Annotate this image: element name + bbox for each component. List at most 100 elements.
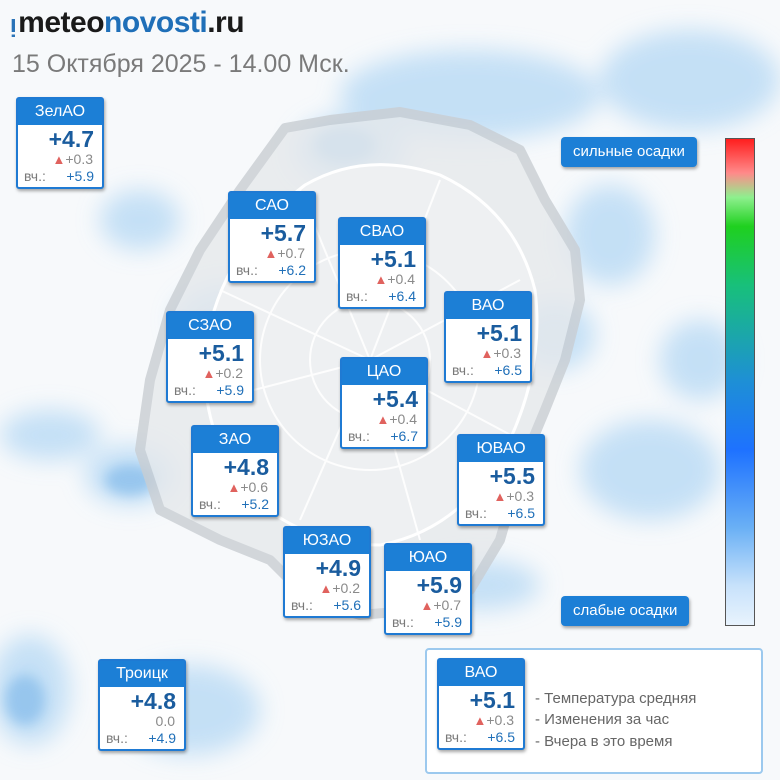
change-value: +0.2 bbox=[215, 365, 243, 381]
hourly-change: ▲+0.2 bbox=[168, 365, 252, 382]
yesterday-label: вч.: bbox=[291, 597, 313, 613]
district-name: ЦАО bbox=[342, 359, 426, 385]
temperature-value: +5.1 bbox=[469, 687, 515, 713]
yesterday-row: вч.: +6.4 bbox=[340, 288, 424, 307]
up-arrow-icon: ▲ bbox=[376, 412, 390, 427]
temperature-value: +4.9 bbox=[315, 555, 361, 581]
district-name: ВАО bbox=[439, 660, 523, 686]
temperature-value: +5.9 bbox=[416, 572, 462, 598]
change-value: +0.7 bbox=[277, 245, 305, 261]
district-card-sao[interactable]: САО +5.7 ▲+0.7 вч.: +6.2 bbox=[228, 191, 316, 283]
district-name: САО bbox=[230, 193, 314, 219]
temperature-value: +4.8 bbox=[223, 454, 269, 480]
weak-precip-label: слабые осадки bbox=[561, 596, 690, 626]
yesterday-value: +6.5 bbox=[494, 362, 522, 378]
temperature-value: +4.8 bbox=[130, 688, 176, 714]
temperature-value: +5.7 bbox=[260, 220, 306, 246]
district-card-yuvao[interactable]: ЮВАО +5.5 ▲+0.3 вч.: +6.5 bbox=[457, 434, 545, 526]
yesterday-row: вч.: +5.9 bbox=[168, 382, 252, 401]
yesterday-row: вч.: +6.2 bbox=[230, 262, 314, 281]
change-value: +0.3 bbox=[486, 712, 514, 728]
district-card-yuzao[interactable]: ЮЗАО +4.9 ▲+0.2 вч.: +5.6 bbox=[283, 526, 371, 618]
yesterday-value: +5.6 bbox=[333, 597, 361, 613]
yesterday-row: вч.: +6.5 bbox=[459, 505, 543, 524]
up-arrow-icon: ▲ bbox=[493, 489, 507, 504]
yesterday-value: +6.2 bbox=[278, 262, 306, 278]
district-card-szao[interactable]: СЗАО +5.1 ▲+0.2 вч.: +5.9 bbox=[166, 311, 254, 403]
yesterday-row: вч.: +5.2 bbox=[193, 496, 277, 515]
temperature-value: +5.1 bbox=[198, 340, 244, 366]
yesterday-row: вч.: +4.9 bbox=[100, 730, 184, 749]
hourly-change: ▲+0.3 bbox=[18, 151, 102, 168]
district-card-yuao[interactable]: ЮАО +5.9 ▲+0.7 вч.: +5.9 bbox=[384, 543, 472, 635]
district-name: СЗАО bbox=[168, 313, 252, 339]
yesterday-row: вч.: +5.9 bbox=[18, 168, 102, 187]
yesterday-value: +6.5 bbox=[487, 729, 515, 745]
change-value: +0.3 bbox=[65, 151, 93, 167]
yesterday-label: вч.: bbox=[174, 382, 196, 398]
up-arrow-icon: ▲ bbox=[480, 346, 494, 361]
site-logo[interactable]: ᴉmeteonovosti.ru bbox=[10, 6, 245, 40]
district-name: ЗелАО bbox=[18, 99, 102, 125]
hourly-change: ▲+0.6 bbox=[193, 479, 277, 496]
legend-line-hourly-change: - Изменения за час bbox=[535, 711, 670, 728]
yesterday-value: +5.9 bbox=[434, 614, 462, 630]
legend-example-card: ВАО +5.1 ▲+0.3 вч.: +6.5 bbox=[437, 658, 525, 750]
hourly-change: ▲+0.3 bbox=[446, 345, 530, 362]
hourly-change: ▲+0.3 bbox=[439, 712, 523, 729]
date-time-subtitle: 15 Октября 2025 - 14.00 Мск. bbox=[12, 50, 350, 78]
district-card-zao[interactable]: ЗАО +4.8 ▲+0.6 вч.: +5.2 bbox=[191, 425, 279, 517]
district-card-svao[interactable]: СВАО +5.1 ▲+0.4 вч.: +6.4 bbox=[338, 217, 426, 309]
yesterday-label: вч.: bbox=[348, 428, 370, 444]
logo-word-meteo: meteo bbox=[18, 6, 105, 39]
yesterday-label: вч.: bbox=[346, 288, 368, 304]
yesterday-label: вч.: bbox=[24, 168, 46, 184]
yesterday-value: +5.9 bbox=[216, 382, 244, 398]
yesterday-label: вч.: bbox=[199, 496, 221, 512]
up-arrow-icon: ▲ bbox=[374, 272, 388, 287]
yesterday-row: вч.: +6.5 bbox=[446, 362, 530, 381]
district-name: ЮВАО bbox=[459, 436, 543, 462]
legend-line-average-temp: - Температура средняя bbox=[535, 690, 697, 707]
logo-word-domain: .ru bbox=[207, 6, 245, 39]
district-name: ЮАО bbox=[386, 545, 470, 571]
hourly-change: ▲+0.7 bbox=[386, 597, 470, 614]
yesterday-label: вч.: bbox=[106, 730, 128, 746]
change-value: +0.3 bbox=[506, 488, 534, 504]
yesterday-value: +5.2 bbox=[241, 496, 269, 512]
yesterday-label: вч.: bbox=[465, 505, 487, 521]
change-value: +0.6 bbox=[240, 479, 268, 495]
yesterday-label: вч.: bbox=[445, 729, 467, 745]
yesterday-row: вч.: +5.6 bbox=[285, 597, 369, 616]
up-arrow-icon: ▲ bbox=[473, 713, 487, 728]
district-card-cao[interactable]: ЦАО +5.4 ▲+0.4 вч.: +6.7 bbox=[340, 357, 428, 449]
district-name: ВАО bbox=[446, 293, 530, 319]
hourly-change: ▲+0.4 bbox=[340, 271, 424, 288]
yesterday-row: вч.: +6.5 bbox=[439, 729, 523, 748]
district-card-vao[interactable]: ВАО +5.1 ▲+0.3 вч.: +6.5 bbox=[444, 291, 532, 383]
temperature-value: +5.1 bbox=[476, 320, 522, 346]
change-value: +0.4 bbox=[387, 271, 415, 287]
precipitation-color-scale bbox=[725, 138, 755, 626]
yesterday-value: +6.4 bbox=[388, 288, 416, 304]
yesterday-value: +5.9 bbox=[66, 168, 94, 184]
temperature-value: +5.5 bbox=[489, 463, 535, 489]
logo-mark-icon: ᴉ bbox=[10, 11, 17, 38]
change-value: 0.0 bbox=[155, 713, 175, 729]
yesterday-row: вч.: +6.7 bbox=[342, 428, 426, 447]
up-arrow-icon: ▲ bbox=[202, 366, 216, 381]
logo-word-novosti: novosti bbox=[104, 6, 208, 39]
district-card-zelao[interactable]: ЗелАО +4.7 ▲+0.3 вч.: +5.9 bbox=[16, 97, 104, 189]
district-name: Троицк bbox=[100, 661, 184, 687]
up-arrow-icon: ▲ bbox=[227, 480, 241, 495]
change-value: +0.7 bbox=[433, 597, 461, 613]
temperature-value: +5.4 bbox=[372, 386, 418, 412]
legend-line-yesterday: - Вчера в это время bbox=[535, 733, 673, 750]
up-arrow-icon: ▲ bbox=[52, 152, 66, 167]
up-arrow-icon: ▲ bbox=[319, 581, 333, 596]
change-value: +0.2 bbox=[332, 580, 360, 596]
district-card-troitsk[interactable]: Троицк +4.8 0.0 вч.: +4.9 bbox=[98, 659, 186, 751]
yesterday-label: вч.: bbox=[452, 362, 474, 378]
up-arrow-icon: ▲ bbox=[264, 246, 278, 261]
